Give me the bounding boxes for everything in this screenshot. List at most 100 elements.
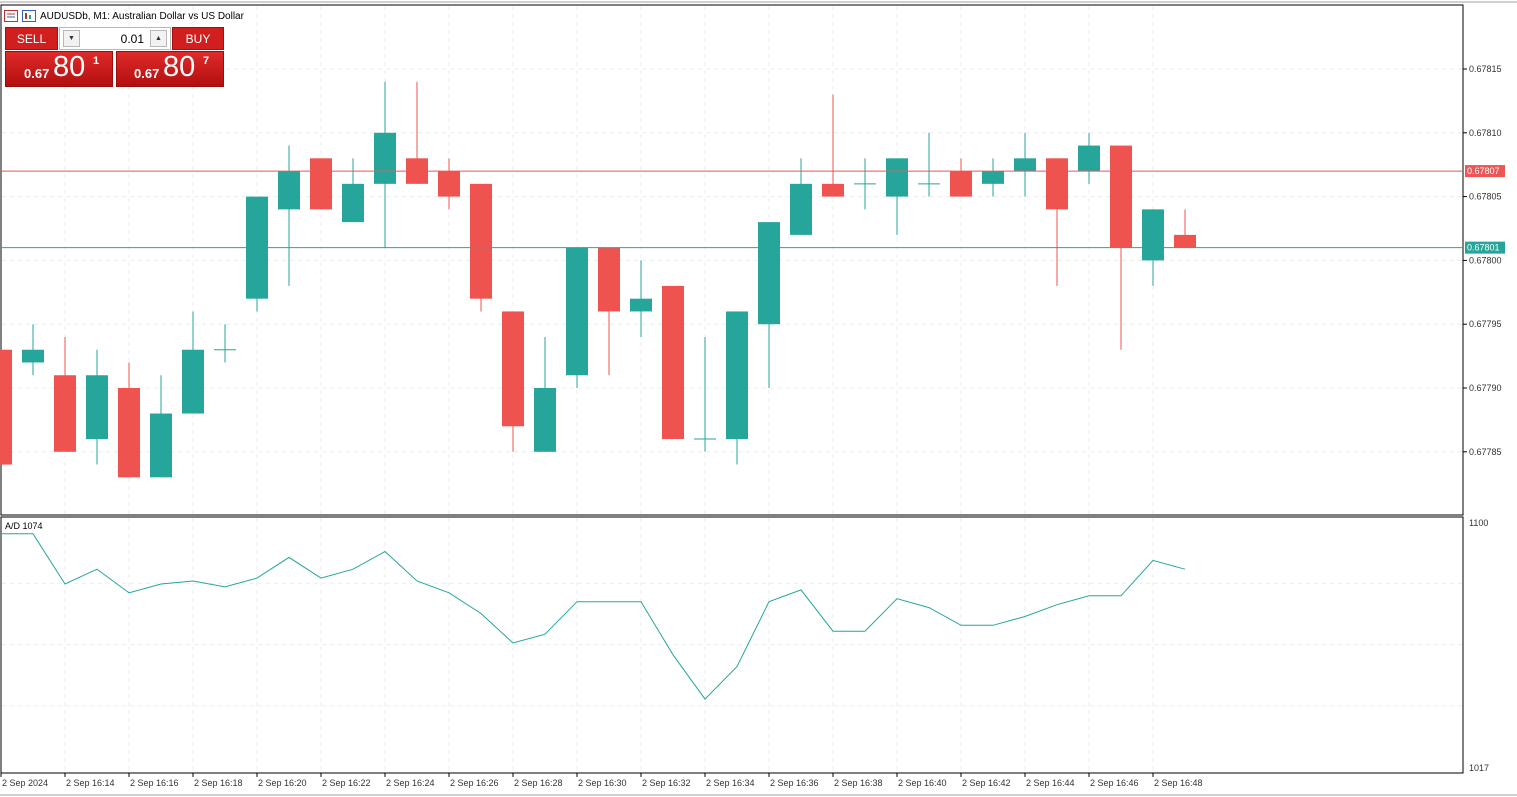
candle bbox=[534, 336, 556, 452]
candle-body bbox=[598, 247, 620, 312]
candle bbox=[854, 158, 876, 210]
lot-size-value[interactable]: 0.01 bbox=[120, 32, 144, 46]
bid-price-tag bbox=[1465, 241, 1505, 254]
sell-price-point: 1 bbox=[93, 55, 100, 67]
candle bbox=[598, 247, 620, 376]
candle bbox=[86, 349, 108, 465]
candle-body bbox=[86, 375, 108, 440]
price-axis-label: 0.67785 bbox=[1469, 447, 1502, 457]
candle-body bbox=[182, 349, 204, 414]
price-axis: 0.67815 0.67810 0.67805 0.67800 0.67795 0.677… bbox=[1463, 64, 1502, 457]
time-axis-label: 2 Sep 16:16 bbox=[130, 778, 179, 788]
candle-body bbox=[630, 298, 652, 312]
chart-window-icon[interactable] bbox=[4, 10, 18, 22]
candle-body bbox=[662, 285, 684, 440]
sell-price-pips: 80 bbox=[53, 51, 86, 83]
candle bbox=[726, 311, 748, 465]
candle bbox=[950, 158, 972, 197]
time-axis-label: 2 Sep 16:18 bbox=[194, 778, 243, 788]
time-axis-label: 2 Sep 16:46 bbox=[1090, 778, 1139, 788]
candle-body bbox=[726, 311, 748, 440]
candle bbox=[1078, 132, 1100, 184]
candle-body bbox=[118, 388, 140, 478]
candle bbox=[246, 196, 268, 312]
candle bbox=[822, 94, 844, 197]
indicator-pane-frame bbox=[0, 516, 1464, 774]
time-axis-label: 2 Sep 16:36 bbox=[770, 778, 819, 788]
price-axis-label: 0.67805 bbox=[1469, 192, 1502, 202]
lot-increase-button[interactable]: ▲ bbox=[150, 30, 167, 47]
candle bbox=[1174, 209, 1196, 248]
time-axis-label: 2 Sep 16:32 bbox=[642, 778, 691, 788]
price-axis-label: 0.67795 bbox=[1469, 319, 1502, 329]
candle-body bbox=[150, 413, 172, 478]
time-axis: 2 Sep 2024 2 Sep 16:14 2 Sep 16:16 2 Sep 16… bbox=[0, 773, 1203, 788]
candle-body bbox=[1078, 145, 1100, 172]
time-axis-label: 2 Sep 16:40 bbox=[898, 778, 947, 788]
time-axis-label: 2 Sep 16:48 bbox=[1154, 778, 1203, 788]
time-axis-label: 2 Sep 16:34 bbox=[706, 778, 755, 788]
time-axis-label: 2 Sep 16:26 bbox=[450, 778, 499, 788]
candle bbox=[310, 158, 332, 210]
time-axis-label: 2 Sep 16:30 bbox=[578, 778, 627, 788]
indicator-scale-bottom: 1017 bbox=[1469, 763, 1489, 773]
candle-body bbox=[374, 132, 396, 184]
candle bbox=[0, 349, 12, 465]
lot-decrease-button[interactable]: ▼ bbox=[63, 30, 80, 47]
candle-body bbox=[1174, 234, 1196, 248]
symbol-icon[interactable] bbox=[22, 10, 36, 22]
candle bbox=[694, 336, 716, 452]
candle-body bbox=[310, 158, 332, 210]
time-axis-label: 2 Sep 16:28 bbox=[514, 778, 563, 788]
ask-price-label: 0.67807 bbox=[1467, 166, 1500, 176]
candle-body bbox=[950, 171, 972, 197]
buy-price-point: 7 bbox=[203, 55, 210, 67]
candle bbox=[150, 375, 172, 478]
candle bbox=[214, 324, 236, 363]
candle-body bbox=[758, 222, 780, 325]
time-axis-label: 2 Sep 2024 bbox=[2, 778, 48, 788]
time-axis-label: 2 Sep 16:42 bbox=[962, 778, 1011, 788]
candle bbox=[1014, 132, 1036, 197]
candle-body bbox=[534, 388, 556, 452]
candle-body bbox=[886, 158, 908, 197]
candle bbox=[502, 311, 524, 452]
candle-body bbox=[470, 183, 492, 299]
candle bbox=[182, 311, 204, 414]
buy-price-prefix: 0.67 bbox=[134, 66, 160, 81]
sell-price-box[interactable]: 0.67 80 1 bbox=[5, 51, 113, 87]
candle-body bbox=[566, 247, 588, 376]
sell-button[interactable]: SELL bbox=[5, 27, 58, 50]
price-axis-label: 0.67790 bbox=[1469, 383, 1502, 393]
chart-title-bar: AUDUSDb, M1: Australian Dollar vs US Dol… bbox=[4, 9, 244, 23]
buy-price-box[interactable]: 0.67 80 7 bbox=[116, 51, 224, 87]
candle-body bbox=[278, 171, 300, 210]
time-axis-label: 2 Sep 16:22 bbox=[322, 778, 371, 788]
candle-body bbox=[1142, 209, 1164, 261]
candle-body bbox=[54, 375, 76, 452]
candle bbox=[22, 324, 44, 376]
chart-title: AUDUSDb, M1: Australian Dollar vs US Dol… bbox=[40, 10, 244, 22]
candle-body bbox=[1046, 158, 1068, 210]
price-lines: 0.67807 0.67801 bbox=[2, 165, 1505, 254]
time-axis-label: 2 Sep 16:24 bbox=[386, 778, 435, 788]
candle-body bbox=[502, 311, 524, 427]
candle bbox=[342, 158, 364, 223]
candle bbox=[278, 145, 300, 286]
buy-button[interactable]: BUY bbox=[172, 27, 224, 50]
chevron-down-icon: ▼ bbox=[68, 35, 75, 42]
candle-body bbox=[342, 183, 364, 223]
candle bbox=[982, 158, 1004, 197]
price-axis-label: 0.67810 bbox=[1469, 128, 1502, 138]
candle-body bbox=[982, 171, 1004, 184]
indicator-label: A/D 1074 bbox=[5, 521, 43, 531]
time-axis-label: 2 Sep 16:20 bbox=[258, 778, 307, 788]
candle bbox=[438, 158, 460, 210]
lot-size-field[interactable]: ▼ 0.01 ▲ bbox=[59, 27, 171, 50]
candle bbox=[918, 132, 940, 197]
candle-body bbox=[1110, 145, 1132, 248]
candle-body bbox=[0, 349, 12, 465]
ask-price-tag bbox=[1465, 165, 1505, 178]
buy-price-pips: 80 bbox=[163, 51, 196, 83]
